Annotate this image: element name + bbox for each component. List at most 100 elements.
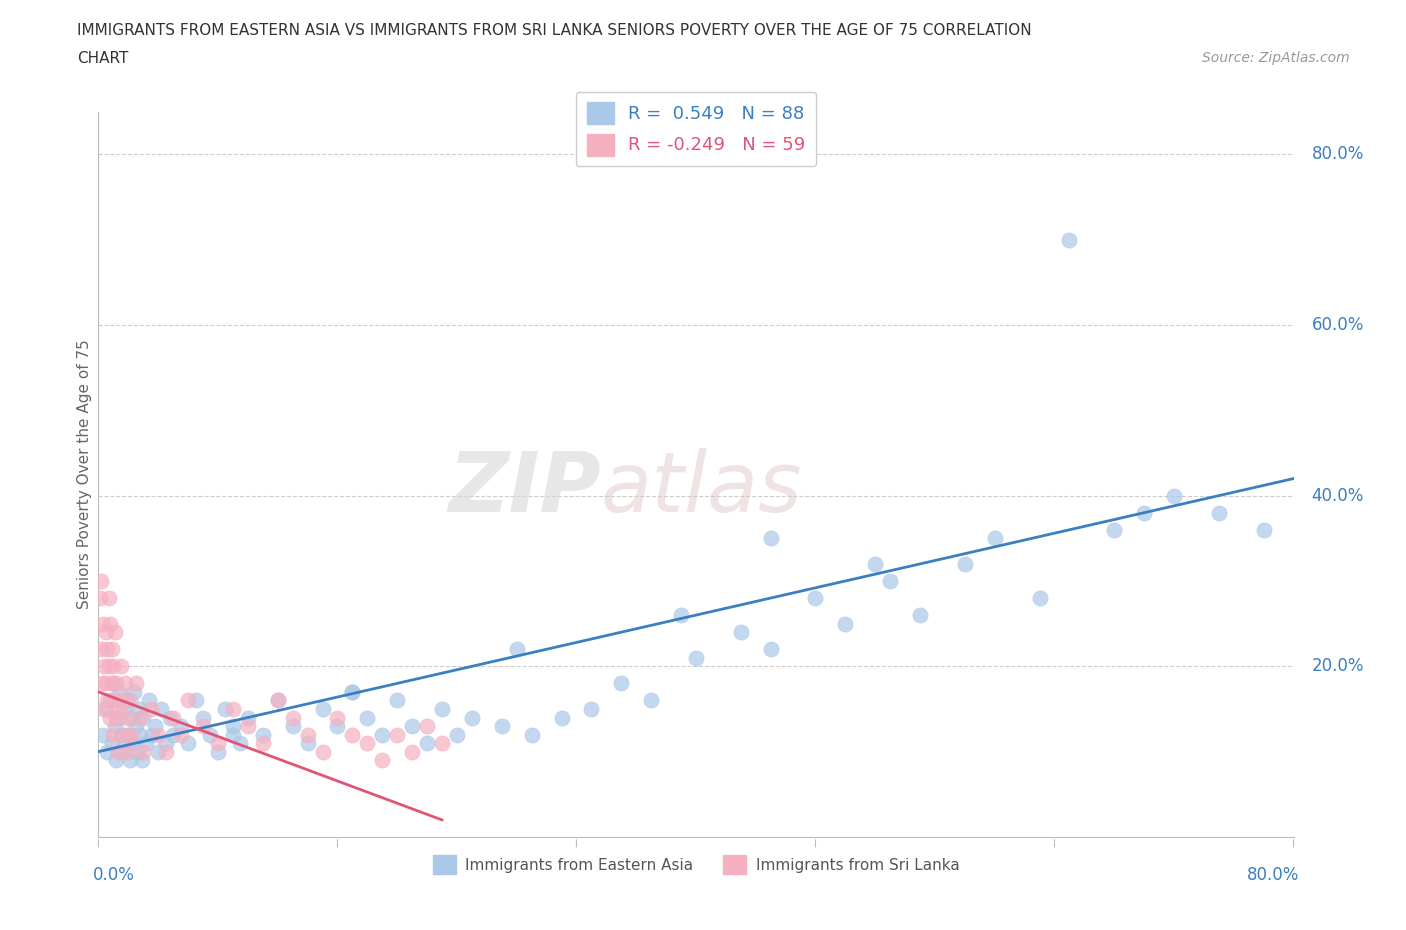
Point xyxy=(103,676,125,691)
Point xyxy=(297,727,319,742)
Point xyxy=(222,719,245,734)
Point xyxy=(104,693,127,708)
Text: 0.0%: 0.0% xyxy=(93,866,135,884)
Point xyxy=(669,607,692,622)
Point xyxy=(207,736,229,751)
Point xyxy=(356,711,378,725)
Point xyxy=(311,744,333,759)
Point xyxy=(252,727,274,742)
Point xyxy=(94,625,117,640)
Point xyxy=(90,642,112,657)
Point xyxy=(155,744,177,759)
Point xyxy=(908,607,931,622)
Point xyxy=(105,752,128,767)
Point xyxy=(138,693,160,708)
Point xyxy=(143,719,166,734)
Point xyxy=(550,711,572,725)
Point xyxy=(115,711,138,725)
Point xyxy=(98,711,122,725)
Point xyxy=(520,727,543,742)
Text: atlas: atlas xyxy=(600,448,801,529)
Point xyxy=(91,676,114,691)
Point xyxy=(229,736,252,751)
Point xyxy=(281,711,304,725)
Point xyxy=(94,701,117,716)
Point xyxy=(416,736,439,751)
Point xyxy=(93,658,115,673)
Point xyxy=(103,658,125,673)
Point xyxy=(107,744,129,759)
Point xyxy=(101,676,124,691)
Point xyxy=(184,693,207,708)
Point xyxy=(222,727,245,742)
Point xyxy=(125,676,148,691)
Text: CHART: CHART xyxy=(77,51,129,66)
Point xyxy=(401,719,423,734)
Point xyxy=(311,701,333,716)
Point xyxy=(101,642,124,657)
Point xyxy=(430,701,453,716)
Point xyxy=(115,693,138,708)
Point xyxy=(281,719,304,734)
Point xyxy=(581,701,603,716)
Text: 80.0%: 80.0% xyxy=(1247,866,1299,884)
Point xyxy=(461,711,484,725)
Point xyxy=(1028,591,1050,605)
Point xyxy=(953,556,976,571)
Point xyxy=(236,719,259,734)
Point xyxy=(342,684,364,699)
Point xyxy=(97,658,120,673)
Point xyxy=(1059,232,1081,247)
Point xyxy=(118,752,141,767)
Point xyxy=(610,676,633,691)
Point xyxy=(879,574,901,589)
Point xyxy=(222,701,245,716)
Point xyxy=(162,711,184,725)
Point xyxy=(1104,523,1126,538)
Point xyxy=(98,617,122,631)
Point xyxy=(155,736,177,751)
Point xyxy=(446,727,468,742)
Point xyxy=(135,736,157,751)
Point xyxy=(121,736,143,751)
Text: ZIP: ZIP xyxy=(447,448,600,529)
Point xyxy=(177,693,200,708)
Point xyxy=(297,736,319,751)
Point xyxy=(124,684,146,699)
Point xyxy=(104,625,127,640)
Point xyxy=(96,744,118,759)
Point xyxy=(89,591,111,605)
Point xyxy=(105,711,128,725)
Point xyxy=(207,744,229,759)
Text: IMMIGRANTS FROM EASTERN ASIA VS IMMIGRANTS FROM SRI LANKA SENIORS POVERTY OVER T: IMMIGRANTS FROM EASTERN ASIA VS IMMIGRAN… xyxy=(77,23,1032,38)
Point xyxy=(128,701,150,716)
Point xyxy=(640,693,662,708)
Point xyxy=(111,744,134,759)
Text: Source: ZipAtlas.com: Source: ZipAtlas.com xyxy=(1202,51,1350,65)
Point xyxy=(491,719,513,734)
Point xyxy=(97,591,120,605)
Point xyxy=(1133,505,1156,520)
Point xyxy=(1253,523,1275,538)
Point xyxy=(385,727,409,742)
Point xyxy=(148,744,170,759)
Point xyxy=(730,625,752,640)
Legend: Immigrants from Eastern Asia, Immigrants from Sri Lanka: Immigrants from Eastern Asia, Immigrants… xyxy=(426,849,966,880)
Point xyxy=(371,752,394,767)
Point xyxy=(252,736,274,751)
Point xyxy=(834,617,856,631)
Point xyxy=(129,727,152,742)
Point xyxy=(111,693,134,708)
Point xyxy=(191,719,214,734)
Point xyxy=(114,676,136,691)
Point xyxy=(91,617,114,631)
Point xyxy=(125,719,148,734)
Point xyxy=(759,531,782,546)
Point xyxy=(118,693,141,708)
Point xyxy=(107,711,129,725)
Point xyxy=(150,701,173,716)
Point xyxy=(342,727,364,742)
Point xyxy=(96,642,118,657)
Point xyxy=(759,642,782,657)
Point xyxy=(104,719,127,734)
